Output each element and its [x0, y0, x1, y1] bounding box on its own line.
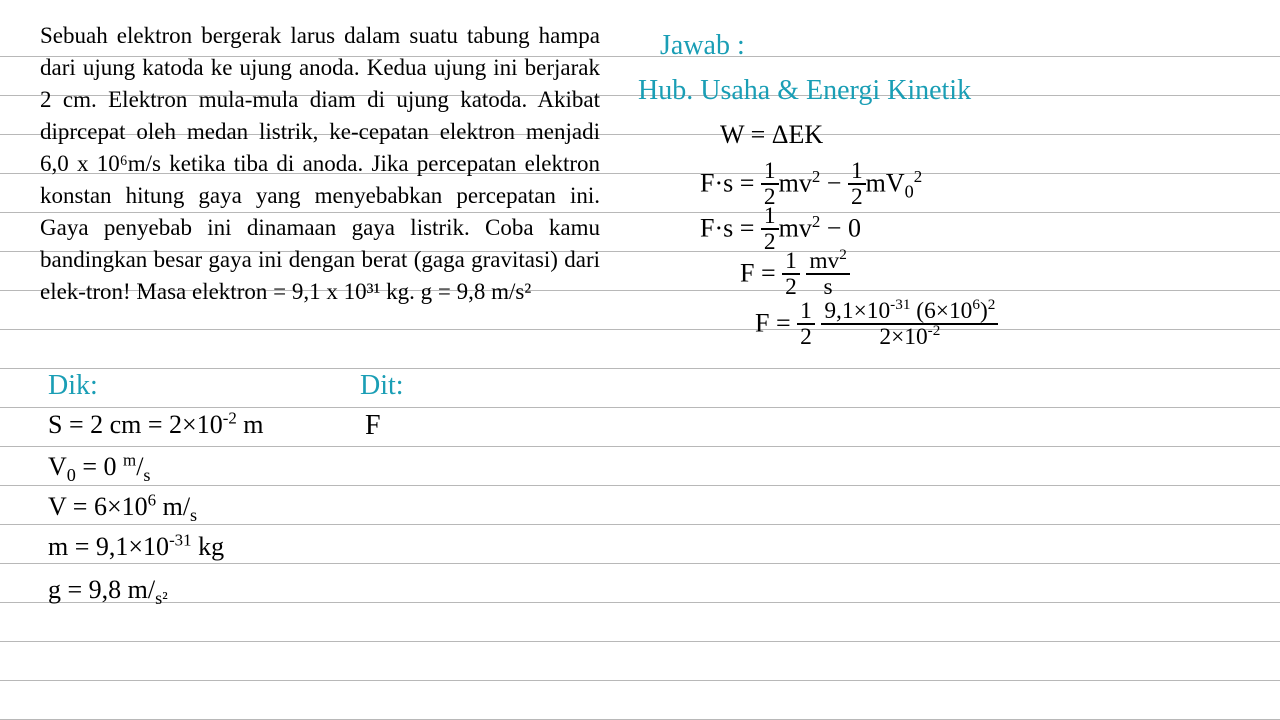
work-line-1: W = ΔEK: [720, 120, 823, 150]
work-line-5: F = 12 9,1×10-31 (6×106)2 2×10-2: [755, 300, 998, 351]
jawab-label: Jawab :: [660, 30, 745, 62]
work-line-4: F = 12 mv2s: [740, 250, 850, 301]
dik-label: Dik:: [48, 370, 98, 402]
problem-statement: Sebuah elektron bergerak larus dalam sua…: [40, 20, 600, 308]
hub-label: Hub. Usaha & Energi Kinetik: [638, 75, 971, 107]
known-g: g = 9,8 m/s²: [48, 575, 168, 605]
work-line-2: F·s = 12mv2 − 12mV02: [700, 160, 922, 211]
dit-label: Dit:: [360, 370, 404, 402]
known-m: m = 9,1×10-31 kg: [48, 532, 224, 562]
known-s: S = 2 cm = 2×10-2 m: [48, 410, 264, 440]
known-v: V = 6×106 m/s: [48, 492, 197, 522]
known-v0: V0 = 0 m/s: [48, 452, 151, 482]
asked-f: F: [365, 410, 381, 442]
